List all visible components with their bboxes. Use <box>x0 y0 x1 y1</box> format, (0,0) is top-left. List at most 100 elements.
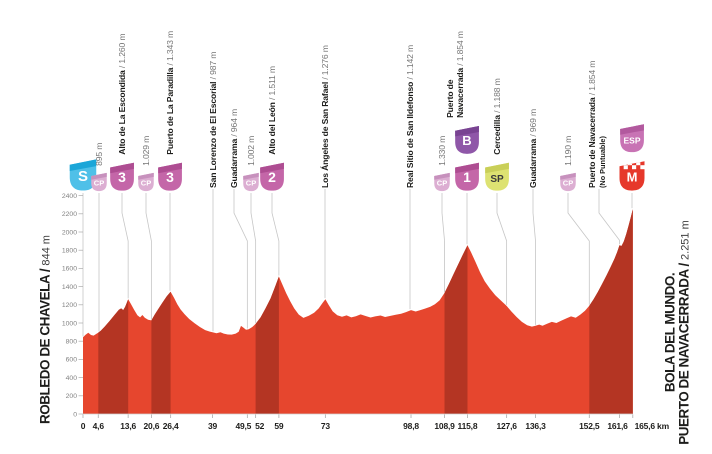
x-tick-label: 136,3 <box>525 421 546 431</box>
y-tick-label: 1600 <box>62 266 77 273</box>
climb-segment <box>255 276 279 414</box>
finish-checker <box>636 161 641 166</box>
y-tick-label: 2200 <box>62 211 77 218</box>
x-tick-label: 59 <box>274 421 284 431</box>
leader-line <box>441 193 445 292</box>
climb-segment <box>444 245 468 414</box>
x-tick-label: 26,4 <box>163 421 179 431</box>
badge-cp <box>91 172 107 192</box>
x-tick-label: 20,6 <box>144 421 160 431</box>
elevation-area <box>83 209 633 414</box>
finish-checker <box>632 165 637 170</box>
y-tick-label: 800 <box>66 339 78 346</box>
badge-sp-label: SP <box>490 174 504 185</box>
badge-cp-label: CP <box>246 179 256 188</box>
waypoint-label: Alto del León / 1.511 m <box>267 66 277 155</box>
finish-checker <box>619 161 624 166</box>
start-sep: / <box>37 265 53 276</box>
x-tick-label: 52 <box>255 421 265 431</box>
waypoint-label: (No Puntuable) <box>598 136 607 188</box>
climb-segment <box>98 299 129 414</box>
y-tick-label: 2400 <box>62 193 77 200</box>
badge-2 <box>260 162 284 191</box>
badge-cp-label: CP <box>437 179 447 188</box>
badge-cp-label: CP <box>563 179 573 188</box>
y-tick-label: 1400 <box>62 284 77 291</box>
finish-checker <box>623 165 628 170</box>
waypoint-badges: S CP 3 CP 3 CP 2 CP 1 B SP CP M ESP <box>69 124 645 192</box>
leader-line <box>250 193 257 323</box>
leader-line <box>271 193 280 276</box>
badge-esp <box>620 124 644 153</box>
badge-3 <box>158 162 182 191</box>
badge-1-label: 1 <box>463 169 471 185</box>
badge-cp <box>243 172 259 192</box>
climb-segment <box>151 291 171 414</box>
y-tick-label: 200 <box>66 393 78 400</box>
y-tick-label: 0 <box>73 411 77 418</box>
y-tick-label: 600 <box>66 357 78 364</box>
x-tick-label: 115,8 <box>458 421 478 431</box>
x-tick-label: 161,6 <box>607 421 628 431</box>
waypoint-label: 1.002 m <box>246 136 256 166</box>
y-tick-label: 1800 <box>62 248 77 255</box>
leader-line <box>121 193 129 299</box>
x-tick-label: 4,6 <box>93 421 105 431</box>
waypoint-label: Puerto de Navacerrada / 1.854 m <box>587 61 597 188</box>
x-tick-label: 13,6 <box>120 421 136 431</box>
x-tick-label: 39 <box>208 421 218 431</box>
leader-line <box>598 189 620 245</box>
badge-b <box>455 125 479 154</box>
badge-s-label: S <box>78 168 88 185</box>
axes: 0 4,6 13,6 20,6 26,4 39 49,5 52 59 73 98,8 108,9 115… <box>62 193 670 431</box>
leader-line <box>567 193 590 305</box>
leader-line <box>532 189 536 325</box>
climb-segment <box>589 209 633 414</box>
badge-cp <box>434 172 450 192</box>
x-tick-label: 127,6 <box>496 421 517 431</box>
x-tick-label: 152,5 <box>579 421 600 431</box>
badge-1 <box>455 162 479 191</box>
badge-2-label: 2 <box>268 169 276 185</box>
badge-cp <box>138 172 154 192</box>
x-tick-label: 73 <box>321 421 331 431</box>
waypoint-label: Real Sitio de San Ildefonso / 1.142 m <box>405 45 415 188</box>
start-location-title: ROBLEDO DE CHAVELA / 844 m <box>37 180 54 454</box>
waypoint-label: 1.029 m <box>141 136 151 166</box>
badge-sp <box>485 162 509 191</box>
finish-checker <box>640 165 645 170</box>
finish-line1: BOLA DEL MUNDO. <box>662 272 678 393</box>
start-name: ROBLEDO DE CHAVELA <box>37 275 53 424</box>
leader-line <box>145 193 152 320</box>
y-tick-label: 400 <box>66 375 78 382</box>
x-tick-label: 108,9 <box>434 421 455 431</box>
x-tick-label: 165,6 km <box>635 421 670 431</box>
leader-line <box>496 193 508 305</box>
badge-cp-label: CP <box>141 179 151 188</box>
y-tick-label: 2000 <box>62 229 77 236</box>
waypoint-label: Navacerrada / 1.854 m <box>455 31 465 118</box>
x-tick-label: 49,5 <box>235 421 251 431</box>
waypoint-label: Alto de La Escondida / 1.260 m <box>117 34 127 155</box>
finish-line2: PUERTO DE NAVACERRADA / 2.251 m <box>676 220 692 445</box>
y-tick-label: 1200 <box>62 302 77 309</box>
waypoint-label: San Lorenzo de El Escorial / 987 m <box>208 52 218 188</box>
start-altitude: 844 m <box>40 235 53 266</box>
y-tick-label: 1000 <box>62 320 77 327</box>
badge-s <box>69 159 97 191</box>
x-tick-label: 0 <box>81 421 86 431</box>
finish-checker <box>627 161 632 166</box>
waypoint-label: 1.190 m <box>563 136 573 166</box>
waypoint-label: Cercedilla / 1.188 m <box>492 78 502 154</box>
badge-b-label: B <box>462 133 471 148</box>
profile-area <box>83 209 633 414</box>
leader-line <box>233 189 248 329</box>
waypoint-label: 1.330 m <box>437 136 447 166</box>
waypoint-label: 895 m <box>94 143 104 166</box>
waypoint-label: Guadarrama / 964 m <box>229 109 239 188</box>
badge-3 <box>110 162 134 191</box>
waypoint-label: Puerto de La Paradilla / 1.343 m <box>165 31 175 155</box>
finish-location-title: BOLA DEL MUNDO. PUERTO DE NAVACERRADA / … <box>662 183 693 454</box>
